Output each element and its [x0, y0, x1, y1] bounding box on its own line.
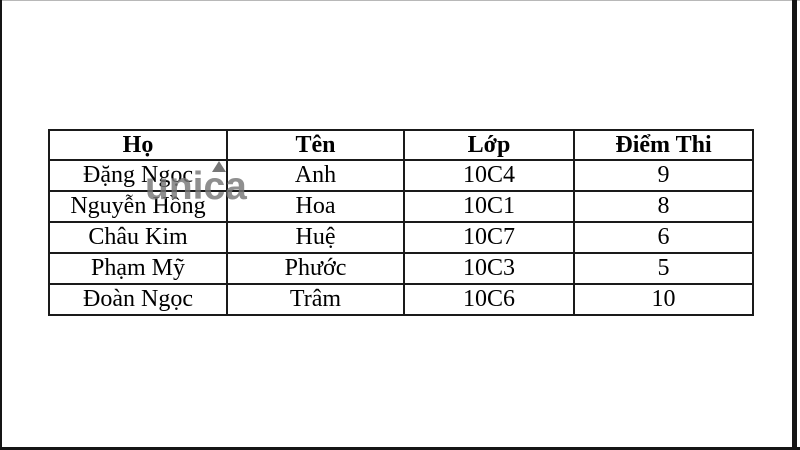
table-cell: 10C3: [403, 252, 575, 285]
table-cell: 10: [573, 283, 754, 316]
table-cell: Đoàn Ngọc: [48, 283, 228, 316]
table-cell: Châu Kim: [48, 221, 228, 254]
table-header-row: Họ Tên Lớp Điểm Thi: [48, 129, 754, 161]
table-cell: Nguyễn Hồng: [48, 190, 228, 223]
table-cell: 8: [573, 190, 754, 223]
table-cell: Huệ: [226, 221, 405, 254]
table-row: Phạm Mỹ Phước 10C3 5: [48, 252, 754, 285]
table-cell: Phạm Mỹ: [48, 252, 228, 285]
table-cell: Hoa: [226, 190, 405, 223]
table-cell: Anh: [226, 159, 405, 192]
header-lop: Lớp: [403, 129, 575, 161]
table-cell: Trâm: [226, 283, 405, 316]
scores-table: Họ Tên Lớp Điểm Thi Đặng Ngọc Anh 10C4 9 Ngu…: [48, 129, 754, 316]
table-row: Đặng Ngọc Anh 10C4 9: [48, 159, 754, 192]
frame-top-line: [0, 0, 800, 1]
table-row: Nguyễn Hồng Hoa 10C1 8: [48, 190, 754, 223]
header-diem-thi: Điểm Thi: [573, 129, 754, 161]
table-cell: 6: [573, 221, 754, 254]
table-cell: 10C7: [403, 221, 575, 254]
frame-right-bar: [792, 0, 797, 450]
table-cell: 10C1: [403, 190, 575, 223]
frame-left-bar: [0, 0, 2, 450]
table-cell: 10C6: [403, 283, 575, 316]
table-row: Đoàn Ngọc Trâm 10C6 10: [48, 283, 754, 316]
frame-bottom-bar: [0, 447, 800, 450]
table-cell: 5: [573, 252, 754, 285]
table-cell: 9: [573, 159, 754, 192]
header-ten: Tên: [226, 129, 405, 161]
table-cell: Phước: [226, 252, 405, 285]
table-row: Châu Kim Huệ 10C7 6: [48, 221, 754, 254]
header-ho: Họ: [48, 129, 228, 161]
table-cell: Đặng Ngọc: [48, 159, 228, 192]
table-cell: 10C4: [403, 159, 575, 192]
